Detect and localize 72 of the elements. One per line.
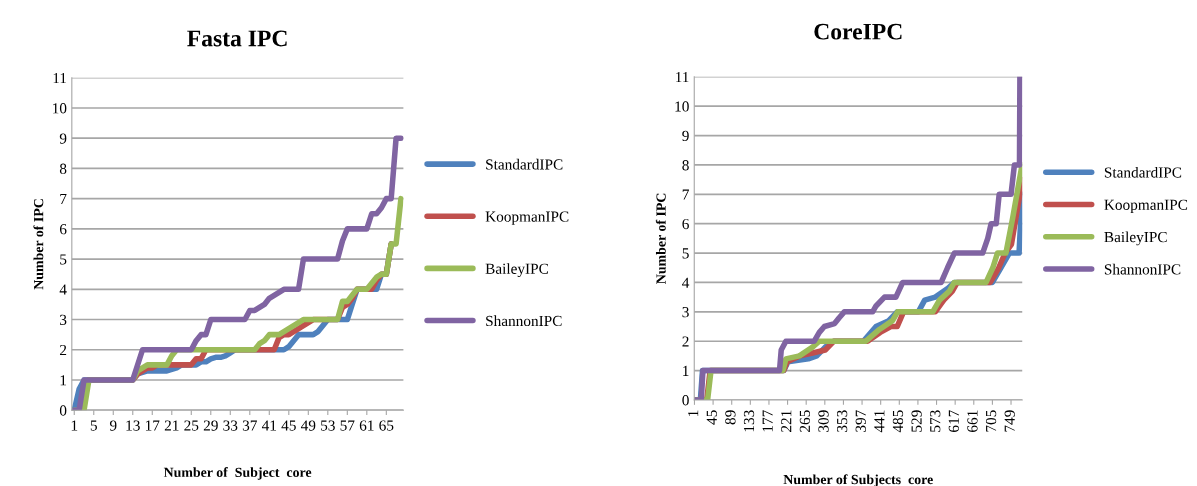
legend-label: BaileyIPC [1104, 231, 1167, 246]
x-tick-label: 45 [281, 420, 296, 431]
y-axis-title: Number of IPC [33, 199, 44, 290]
x-tick-label: 397 [855, 410, 866, 432]
y-tick-label: 11 [53, 72, 67, 84]
y-tick-label: 2 [59, 344, 67, 356]
x-tick-label: 529 [911, 410, 922, 432]
x-tick-label: 29 [203, 420, 218, 431]
y-tick-label: 6 [59, 224, 67, 235]
x-tick-label: 25 [184, 420, 199, 431]
y-tick-label: 3 [682, 307, 689, 318]
y-tick-label: 0 [59, 405, 67, 416]
x-tick-label: 9 [109, 420, 117, 431]
y-tick-label: 1 [60, 375, 67, 386]
legend-label: KoopmanIPC [1104, 199, 1188, 214]
y-tick-label: 3 [60, 314, 67, 325]
x-tick-label: 89 [725, 410, 736, 425]
x-tick-label: 33 [223, 420, 238, 431]
x-tick-label: 749 [1004, 410, 1015, 432]
x-tick-label: 705 [985, 410, 997, 432]
y-tick-label: 11 [676, 72, 689, 83]
y-tick-label: 9 [682, 130, 689, 141]
x-axis-title: Number of Subject core [163, 467, 312, 480]
y-tick-label: 4 [59, 284, 67, 295]
y-tick-label: 8 [59, 163, 67, 174]
y-tick-label: 5 [60, 254, 67, 265]
y-tick-label: 4 [682, 277, 690, 288]
x-tick-label: 441 [874, 410, 885, 433]
x-tick-label: 353 [836, 410, 848, 432]
y-tick-label: 7 [682, 189, 689, 200]
y-tick-label: 8 [682, 160, 689, 171]
y-tick-label: 2 [682, 336, 689, 347]
x-tick-label: 617 [948, 410, 959, 432]
legend-label: BaileyIPC [485, 263, 548, 278]
x-tick-label: 37 [242, 420, 257, 431]
x-tick-label: 177 [762, 410, 773, 432]
x-tick-label: 133 [743, 410, 755, 432]
y-tick-label: 1 [683, 365, 689, 376]
x-tick-label: 17 [145, 420, 160, 431]
x-tick-label: 309 [818, 410, 829, 432]
legend-label: StandardIPC [486, 158, 563, 170]
y-tick-label: 7 [60, 193, 67, 204]
y-tick-label: 0 [682, 395, 689, 406]
x-tick-label: 65 [379, 420, 394, 431]
x-tick-label: 485 [892, 410, 904, 433]
x-tick-label: 13 [126, 420, 140, 431]
legend-label: StandardIPC [1104, 166, 1182, 178]
legend-label: KoopmanIPC [485, 211, 569, 225]
x-tick-label: 21 [164, 420, 179, 431]
y-tick-label: 10 [53, 103, 67, 114]
x-tick-label: 1 [71, 420, 78, 431]
x-tick-label: 573 [930, 410, 941, 432]
x-tick-label: 1 [688, 410, 699, 416]
legend-label: ShannonIPC [1104, 263, 1181, 275]
legend-label: ShannonIPC [486, 315, 562, 327]
y-tick-label: 9 [59, 133, 67, 144]
x-tick-label: 49 [300, 420, 316, 431]
x-tick-label: 265 [799, 410, 811, 432]
y-axis-title: Number of IPC [655, 193, 666, 284]
y-tick-label: 10 [675, 101, 689, 112]
x-tick-label: 5 [90, 420, 97, 431]
x-tick-label: 41 [261, 420, 277, 431]
x-tick-label: 221 [781, 410, 792, 432]
x-tick-label: 61 [359, 420, 374, 431]
x-tick-label: 661 [967, 410, 978, 432]
x-tick-label: 53 [321, 420, 335, 431]
chart-title: Fasta IPC [187, 30, 287, 47]
x-tick-label: 57 [340, 420, 355, 431]
y-tick-label: 5 [682, 248, 689, 259]
y-tick-label: 6 [682, 218, 689, 230]
x-tick-label: 45 [706, 410, 717, 425]
chart-title: CoreIPC [814, 23, 902, 40]
